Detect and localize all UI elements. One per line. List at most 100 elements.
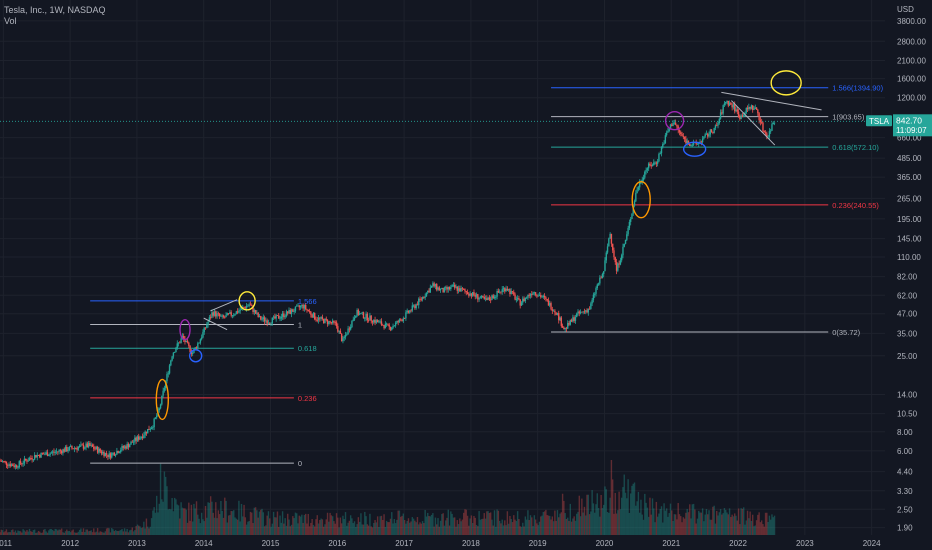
volume-bar: [743, 507, 745, 535]
volume-bar: [335, 513, 338, 535]
candle-body: [310, 311, 312, 315]
candle-body: [182, 336, 185, 339]
volume-bar: [27, 531, 29, 535]
volume-bar: [617, 510, 619, 535]
candle-body: [567, 322, 569, 329]
volume-bar: [380, 515, 383, 535]
hand-drawn-annotations[interactable]: [155, 70, 802, 421]
candle-body: [153, 418, 155, 428]
volume-bar: [69, 532, 72, 535]
candle-body: [468, 294, 470, 296]
volume-bar: [207, 502, 209, 535]
candle-body: [60, 450, 63, 454]
volume-bar: [195, 501, 198, 535]
candle-body: [346, 334, 348, 336]
candle-body: [361, 312, 363, 314]
candle-body: [613, 250, 615, 258]
candle-body: [129, 444, 131, 448]
candle-body: [180, 338, 182, 343]
volume-bar: [265, 525, 267, 535]
candle-body: [125, 446, 127, 449]
y-tick-label: 25.00: [897, 352, 918, 361]
volume-bar: [704, 514, 706, 535]
candle-body: [28, 458, 31, 461]
candle-body: [626, 234, 628, 240]
volume-bar: [533, 515, 536, 535]
candle-body: [513, 292, 515, 295]
price-axis[interactable]: USD 3800.00 2800.00 2100.00 1600.00 1200.00 6…: [885, 0, 932, 535]
candle-body: [465, 291, 467, 293]
volume-bar: [510, 518, 512, 535]
fib-level-label: 0.618: [298, 344, 317, 353]
candle-body: [339, 330, 342, 334]
volume-bar: [312, 524, 315, 535]
volume-bar: [762, 524, 764, 535]
candle-body: [382, 324, 384, 326]
candle-body: [145, 431, 148, 434]
volume-bar: [505, 525, 507, 535]
candle-body: [258, 315, 261, 317]
volume-bar: [330, 515, 333, 535]
candle-body: [618, 263, 620, 265]
candle-body: [448, 287, 451, 290]
candle-body: [582, 311, 584, 313]
volume-bar: [493, 510, 496, 535]
candle-body: [541, 296, 543, 298]
volume-bar: [393, 519, 396, 535]
candle-body: [236, 311, 239, 313]
volume-bar: [278, 526, 280, 535]
candle-body: [690, 144, 692, 146]
volume-bar: [162, 501, 164, 535]
candle-body: [355, 315, 357, 318]
fibonacci-extensions[interactable]: 1.566 1 0.618 0.236 0 1.566(1394.90) 1(903.65)…: [90, 84, 884, 468]
time-axis[interactable]: 2011 2012 2013 2014 2015 2016 2017 2018 2019 2020…: [0, 535, 932, 550]
candle-body: [95, 447, 98, 449]
volume-bar: [39, 531, 41, 535]
candle-body: [396, 321, 398, 323]
volume-bar: [57, 530, 59, 535]
candle-body: [328, 321, 330, 325]
volume-bar: [269, 518, 271, 535]
candle-body: [254, 310, 257, 314]
candle-body: [647, 163, 650, 169]
candle-body: [573, 317, 575, 321]
volume-bar: [41, 532, 44, 535]
candle-body: [344, 334, 347, 338]
candle-body: [554, 310, 556, 313]
volume-bar: [577, 511, 579, 535]
candle-body: [764, 132, 767, 134]
candle-body: [668, 128, 670, 131]
candle-body: [734, 104, 736, 112]
candle-body: [558, 313, 560, 321]
x-tick-label: 2014: [195, 539, 213, 548]
candle-body: [8, 464, 10, 466]
candle-body: [728, 102, 731, 106]
candle-body: [116, 451, 118, 455]
candle-body: [610, 233, 613, 244]
trendlines[interactable]: [203, 91, 822, 331]
volume-bar: [216, 518, 218, 535]
candle-body: [104, 453, 107, 457]
candle-body: [39, 455, 41, 458]
candle-body: [231, 315, 234, 316]
candle-body: [638, 182, 641, 188]
candle-body: [504, 288, 506, 292]
volume-bar: [411, 517, 414, 535]
volume-bar: [76, 532, 78, 535]
candle-body: [59, 450, 62, 452]
candle-body: [655, 162, 658, 164]
candle-body: [356, 309, 358, 316]
volume-bar: [695, 523, 697, 535]
y-tick-label: 660.00: [897, 134, 922, 143]
volume-bar: [672, 520, 674, 535]
volume-bar: [72, 529, 74, 535]
volume-bar: [605, 489, 607, 535]
candle-body: [460, 288, 462, 292]
candle-body: [538, 295, 541, 296]
candle-body: [0, 460, 1, 462]
volume-bar: [546, 515, 548, 535]
candle-body: [682, 136, 685, 137]
candle-body: [253, 310, 256, 312]
volume-bar: [63, 532, 65, 535]
